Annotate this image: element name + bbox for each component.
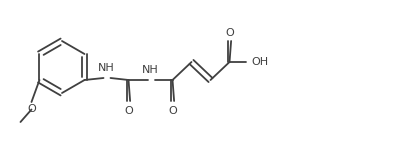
Text: NH: NH	[98, 63, 115, 73]
Text: OH: OH	[251, 57, 269, 67]
Text: O: O	[225, 28, 234, 38]
Text: O: O	[168, 106, 177, 116]
Text: O: O	[124, 106, 133, 116]
Text: NH: NH	[142, 65, 159, 75]
Text: O: O	[27, 104, 36, 114]
